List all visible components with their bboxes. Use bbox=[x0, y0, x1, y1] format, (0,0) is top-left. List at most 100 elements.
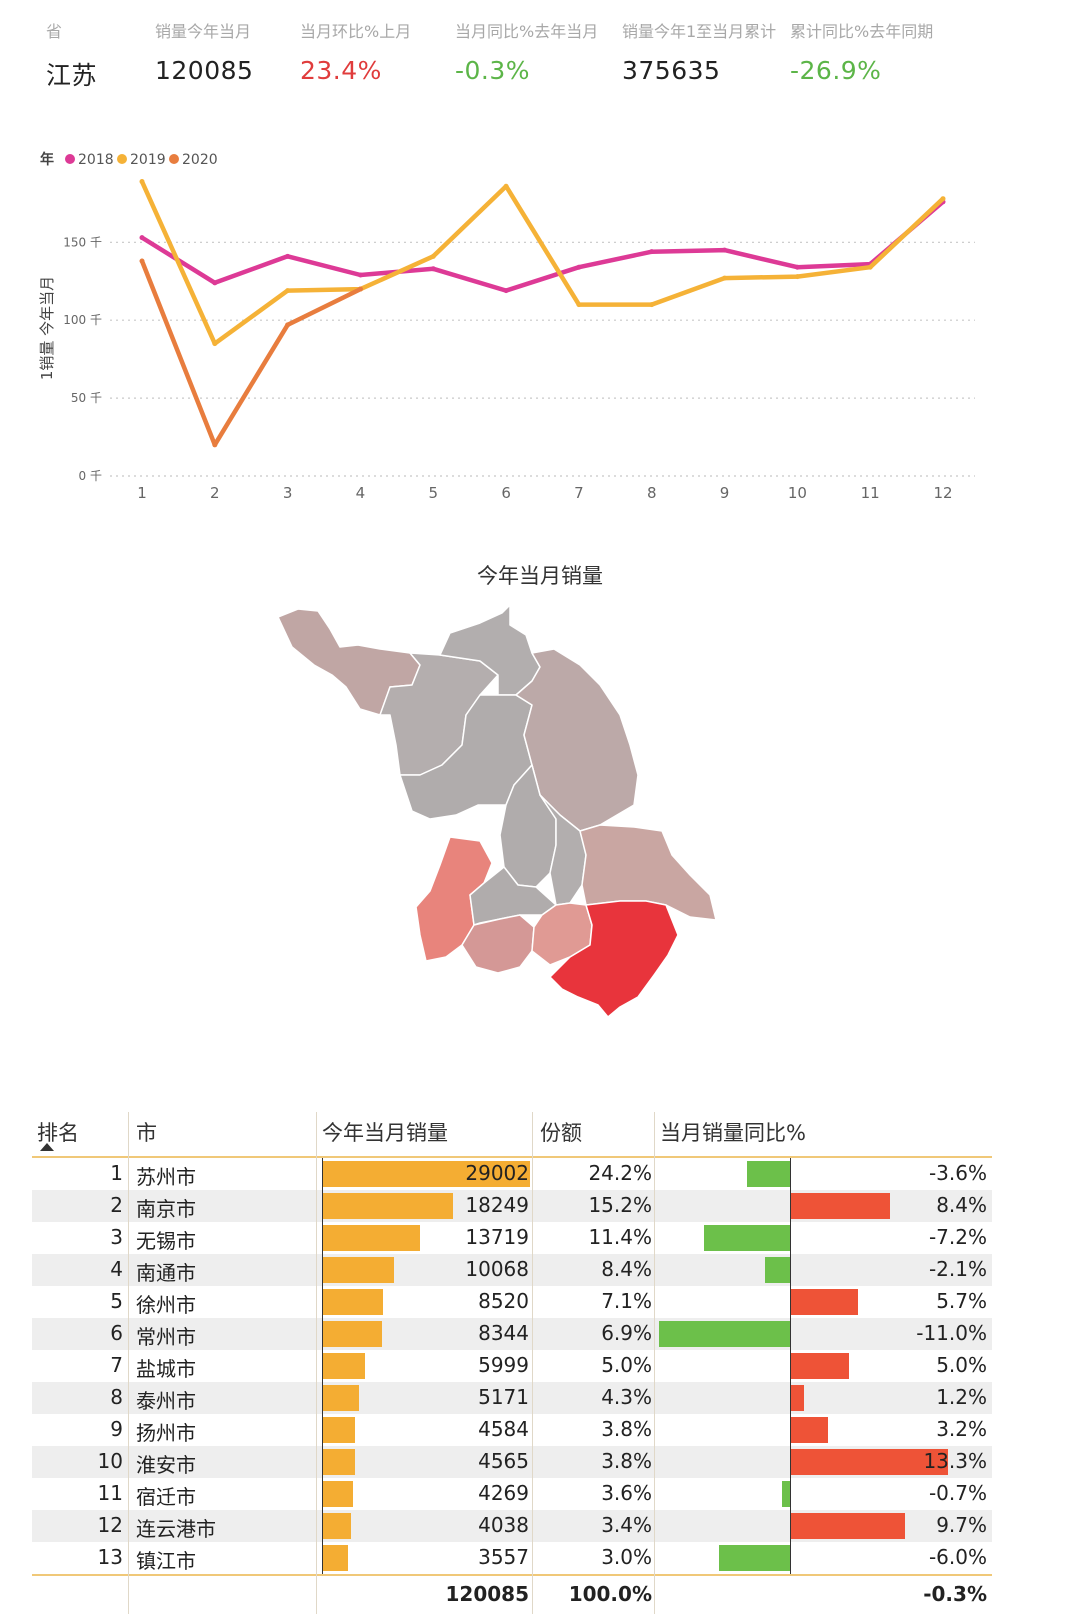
data-point-2019[interactable] bbox=[794, 274, 800, 280]
city-cell: 镇江市 bbox=[136, 1549, 196, 1573]
sales-cell: 10068 bbox=[465, 1257, 529, 1281]
sales-cell: 3557 bbox=[478, 1545, 529, 1569]
data-point-2019[interactable] bbox=[212, 341, 218, 347]
series-line-2020[interactable] bbox=[139, 258, 363, 448]
data-point-2018[interactable] bbox=[794, 264, 800, 270]
share-cell: 3.0% bbox=[601, 1545, 652, 1569]
sales-cell: 8344 bbox=[478, 1321, 529, 1345]
data-point-2019[interactable] bbox=[940, 196, 946, 202]
share-cell: 3.4% bbox=[601, 1513, 652, 1537]
data-point-2019[interactable] bbox=[649, 302, 655, 308]
table-row[interactable]: 2 南京市 18249 15.2% 8.4% bbox=[32, 1190, 992, 1222]
yoy-cell: -2.1% bbox=[928, 1257, 987, 1281]
data-point-2018[interactable] bbox=[357, 272, 363, 278]
rank-cell: 5 bbox=[110, 1289, 123, 1313]
sales-bar bbox=[322, 1449, 355, 1475]
yoy-cell: -3.6% bbox=[928, 1161, 987, 1185]
series-line-2018[interactable] bbox=[139, 199, 946, 293]
yoy-cell: 13.3% bbox=[923, 1449, 987, 1473]
y-axis-label: 1销量 今年当月 bbox=[38, 276, 56, 380]
share-cell: 3.8% bbox=[601, 1449, 652, 1473]
yoy-bar bbox=[765, 1257, 790, 1283]
header-share[interactable]: 份额 bbox=[540, 1121, 582, 1145]
city-cell: 南通市 bbox=[136, 1261, 196, 1285]
city-cell: 徐州市 bbox=[136, 1293, 196, 1317]
yoy-cell: 9.7% bbox=[936, 1513, 987, 1537]
data-point-2019[interactable] bbox=[285, 288, 291, 294]
x-tick-label: 6 bbox=[501, 484, 511, 502]
data-point-2018[interactable] bbox=[212, 280, 218, 286]
data-point-2020[interactable] bbox=[285, 322, 291, 328]
header-yoy[interactable]: 当月销量同比% bbox=[660, 1121, 806, 1145]
data-point-2018[interactable] bbox=[576, 264, 582, 270]
data-point-2019[interactable] bbox=[576, 302, 582, 308]
data-point-2019[interactable] bbox=[722, 275, 728, 281]
total-share: 100.0% bbox=[568, 1582, 652, 1606]
region-zhenjiang[interactable] bbox=[469, 866, 557, 926]
share-cell: 24.2% bbox=[588, 1161, 652, 1185]
data-point-2018[interactable] bbox=[503, 288, 509, 294]
sales-bar bbox=[322, 1417, 355, 1443]
table-row[interactable]: 4 南通市 10068 8.4% -2.1% bbox=[32, 1254, 992, 1286]
region-suzhou[interactable] bbox=[549, 900, 679, 1018]
region-nanjing[interactable] bbox=[415, 836, 493, 962]
x-tick-label: 2 bbox=[210, 484, 220, 502]
table-row[interactable]: 13 镇江市 3557 3.0% -6.0% bbox=[32, 1542, 992, 1574]
legend-entry[interactable]: 2018 bbox=[78, 152, 114, 168]
yoy-bar bbox=[704, 1225, 790, 1251]
x-tick-label: 7 bbox=[574, 484, 584, 502]
data-point-2018[interactable] bbox=[649, 249, 655, 255]
data-point-2018[interactable] bbox=[722, 247, 728, 253]
table-row[interactable]: 11 宿迁市 4269 3.6% -0.7% bbox=[32, 1478, 992, 1510]
data-point-2020[interactable] bbox=[212, 442, 218, 448]
x-tick-label: 10 bbox=[788, 484, 807, 502]
city-ranking-table: 排名 市 今年当月销量 份额 当月销量同比% 1 苏州市 29002 24.2% -3.… bbox=[32, 1112, 992, 1614]
city-cell: 无锡市 bbox=[136, 1229, 196, 1253]
data-point-2020[interactable] bbox=[357, 286, 363, 292]
table-row[interactable]: 7 盐城市 5999 5.0% 5.0% bbox=[32, 1350, 992, 1382]
data-point-2020[interactable] bbox=[139, 258, 145, 264]
sales-bar bbox=[322, 1385, 360, 1411]
yoy-cell: -6.0% bbox=[928, 1545, 987, 1569]
rank-cell: 3 bbox=[110, 1225, 123, 1249]
table-row[interactable]: 9 扬州市 4584 3.8% 3.2% bbox=[32, 1414, 992, 1446]
yoy-bar bbox=[790, 1385, 805, 1411]
table-row[interactable]: 6 常州市 8344 6.9% -11.0% bbox=[32, 1318, 992, 1350]
legend-entry[interactable]: 2020 bbox=[182, 152, 218, 168]
kpi-label: 销量今年当月 bbox=[155, 22, 252, 41]
sales-bar bbox=[322, 1161, 530, 1187]
kpi-label: 省 bbox=[46, 22, 63, 41]
table-row[interactable]: 5 徐州市 8520 7.1% 5.7% bbox=[32, 1286, 992, 1318]
data-point-2018[interactable] bbox=[430, 266, 436, 272]
sales-bar bbox=[322, 1225, 421, 1251]
data-point-2019[interactable] bbox=[430, 253, 436, 259]
kpi-month-sales: 销量今年当月 120085 bbox=[155, 18, 253, 85]
data-point-2018[interactable] bbox=[139, 235, 145, 241]
legend-entry[interactable]: 2019 bbox=[130, 152, 166, 168]
kpi-yoy: 当月同比%去年当月 -0.3% bbox=[455, 18, 598, 85]
header-sales[interactable]: 今年当月销量 bbox=[322, 1121, 448, 1145]
series-line-2019[interactable] bbox=[139, 179, 946, 346]
yoy-cell: 5.0% bbox=[936, 1353, 987, 1377]
table-row[interactable]: 3 无锡市 13719 11.4% -7.2% bbox=[32, 1222, 992, 1254]
sales-bar bbox=[322, 1513, 351, 1539]
sales-cell: 8520 bbox=[478, 1289, 529, 1313]
sales-bar bbox=[322, 1257, 395, 1283]
share-cell: 7.1% bbox=[601, 1289, 652, 1313]
header-rank[interactable]: 排名 bbox=[37, 1121, 79, 1145]
share-cell: 15.2% bbox=[588, 1193, 652, 1217]
data-point-2019[interactable] bbox=[139, 179, 145, 185]
legend-title: 年 bbox=[40, 151, 54, 168]
header-city[interactable]: 市 bbox=[136, 1121, 157, 1145]
data-point-2019[interactable] bbox=[503, 183, 509, 189]
region-nantong[interactable] bbox=[579, 824, 717, 921]
rank-cell: 6 bbox=[110, 1321, 123, 1345]
data-point-2019[interactable] bbox=[867, 264, 873, 270]
region-changzhou[interactable] bbox=[461, 914, 535, 974]
table-row[interactable]: 10 淮安市 4565 3.8% 13.3% bbox=[32, 1446, 992, 1478]
table-row[interactable]: 12 连云港市 4038 3.4% 9.7% bbox=[32, 1510, 992, 1542]
table-row[interactable]: 8 泰州市 5171 4.3% 1.2% bbox=[32, 1382, 992, 1414]
data-point-2018[interactable] bbox=[285, 253, 291, 259]
table-row[interactable]: 1 苏州市 29002 24.2% -3.6% bbox=[32, 1158, 992, 1190]
